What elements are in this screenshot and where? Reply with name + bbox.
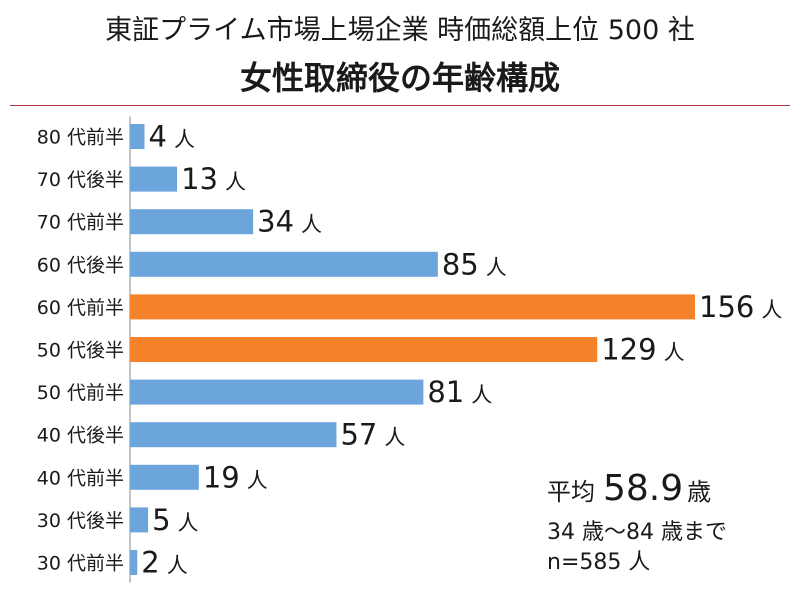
category-label: 60 代後半	[37, 254, 124, 276]
average-label: 平均	[547, 478, 595, 506]
bar	[130, 166, 178, 192]
highlighted-bar	[130, 294, 695, 320]
data-label: 129 人	[601, 333, 684, 367]
highlighted-bar	[130, 337, 598, 362]
category-label: 70 代前半	[37, 212, 124, 234]
category-label: 80 代前半	[37, 127, 124, 149]
bar	[130, 464, 199, 490]
data-label: 81 人	[427, 375, 492, 409]
data-label: 85 人	[442, 247, 507, 281]
category-label: 60 代前半	[37, 297, 124, 319]
bar	[130, 507, 149, 533]
chart-title: 東証プライム市場上場企業 時価総額上位 500 社	[105, 15, 695, 46]
data-label: 13 人	[181, 162, 246, 196]
bar	[130, 209, 254, 235]
bar	[130, 379, 424, 405]
category-label: 40 代前半	[37, 467, 124, 489]
category-label: 50 代前半	[37, 382, 124, 404]
bar	[130, 550, 138, 575]
sample-size: n=585 人	[547, 550, 651, 575]
chart-subtitle: 女性取締役の年齢構成	[239, 59, 560, 97]
bar	[130, 422, 337, 448]
data-label: 156 人	[699, 290, 782, 324]
bar	[130, 124, 145, 149]
category-label: 30 代後半	[37, 510, 124, 532]
category-label: 50 代後半	[37, 340, 124, 362]
age-range: 34 歳～84 歳まで	[547, 520, 727, 545]
data-label: 34 人	[257, 205, 322, 239]
bar	[130, 251, 438, 277]
data-label: 57 人	[340, 418, 405, 452]
average-row: 平均 58.9 歳	[547, 468, 797, 516]
title-divider	[10, 105, 790, 106]
category-label: 30 代前半	[37, 553, 124, 575]
average-value: 58.9	[603, 468, 684, 509]
category-label: 40 代後半	[37, 425, 124, 447]
stats-panel: 平均 58.9 歳 34 歳～84 歳まで n=585 人	[547, 468, 797, 578]
data-label: 19 人	[203, 460, 268, 494]
category-label: 70 代後半	[37, 169, 124, 191]
average-unit: 歳	[687, 478, 712, 506]
